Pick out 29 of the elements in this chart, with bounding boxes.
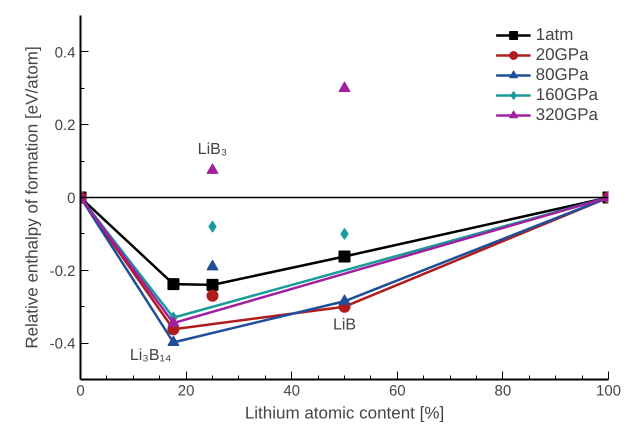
legend-label: 20GPa (536, 45, 589, 65)
point (338, 81, 350, 92)
y-tick-label: 0.2 (54, 117, 76, 134)
point (206, 278, 218, 291)
y-tick-label: -0.4 (50, 336, 76, 353)
x-tick-label: 20 (178, 382, 194, 400)
x-tick-label: 60 (388, 382, 406, 400)
legend-label: 320GPa (536, 105, 598, 125)
point (206, 163, 218, 174)
annotation: LiB (332, 316, 356, 334)
legend-label: 160GPa (536, 85, 598, 105)
x-axis-title: Lithium atomic content [%] (244, 404, 444, 422)
annotation: LiB₃ (198, 141, 228, 158)
y-tick-label: -0.2 (50, 262, 76, 280)
y-tick-label: 0 (67, 190, 76, 207)
x-tick-label: 40 (283, 382, 300, 400)
point (340, 228, 349, 240)
legend-label: 1atm (536, 25, 574, 45)
annotation: Li₃B₁₄ (130, 347, 172, 364)
point (338, 250, 350, 262)
point (208, 220, 217, 233)
x-tick-label: 80 (494, 382, 512, 400)
y-axis-title: Relative enthalpy of formation [eV/atom] (22, 46, 42, 349)
point (206, 290, 218, 302)
point (167, 278, 180, 290)
legend-label: 80GPa (536, 65, 589, 85)
point (206, 260, 218, 270)
x-tick-label: 100 (596, 382, 622, 400)
y-tick-label: 0.4 (54, 44, 76, 62)
